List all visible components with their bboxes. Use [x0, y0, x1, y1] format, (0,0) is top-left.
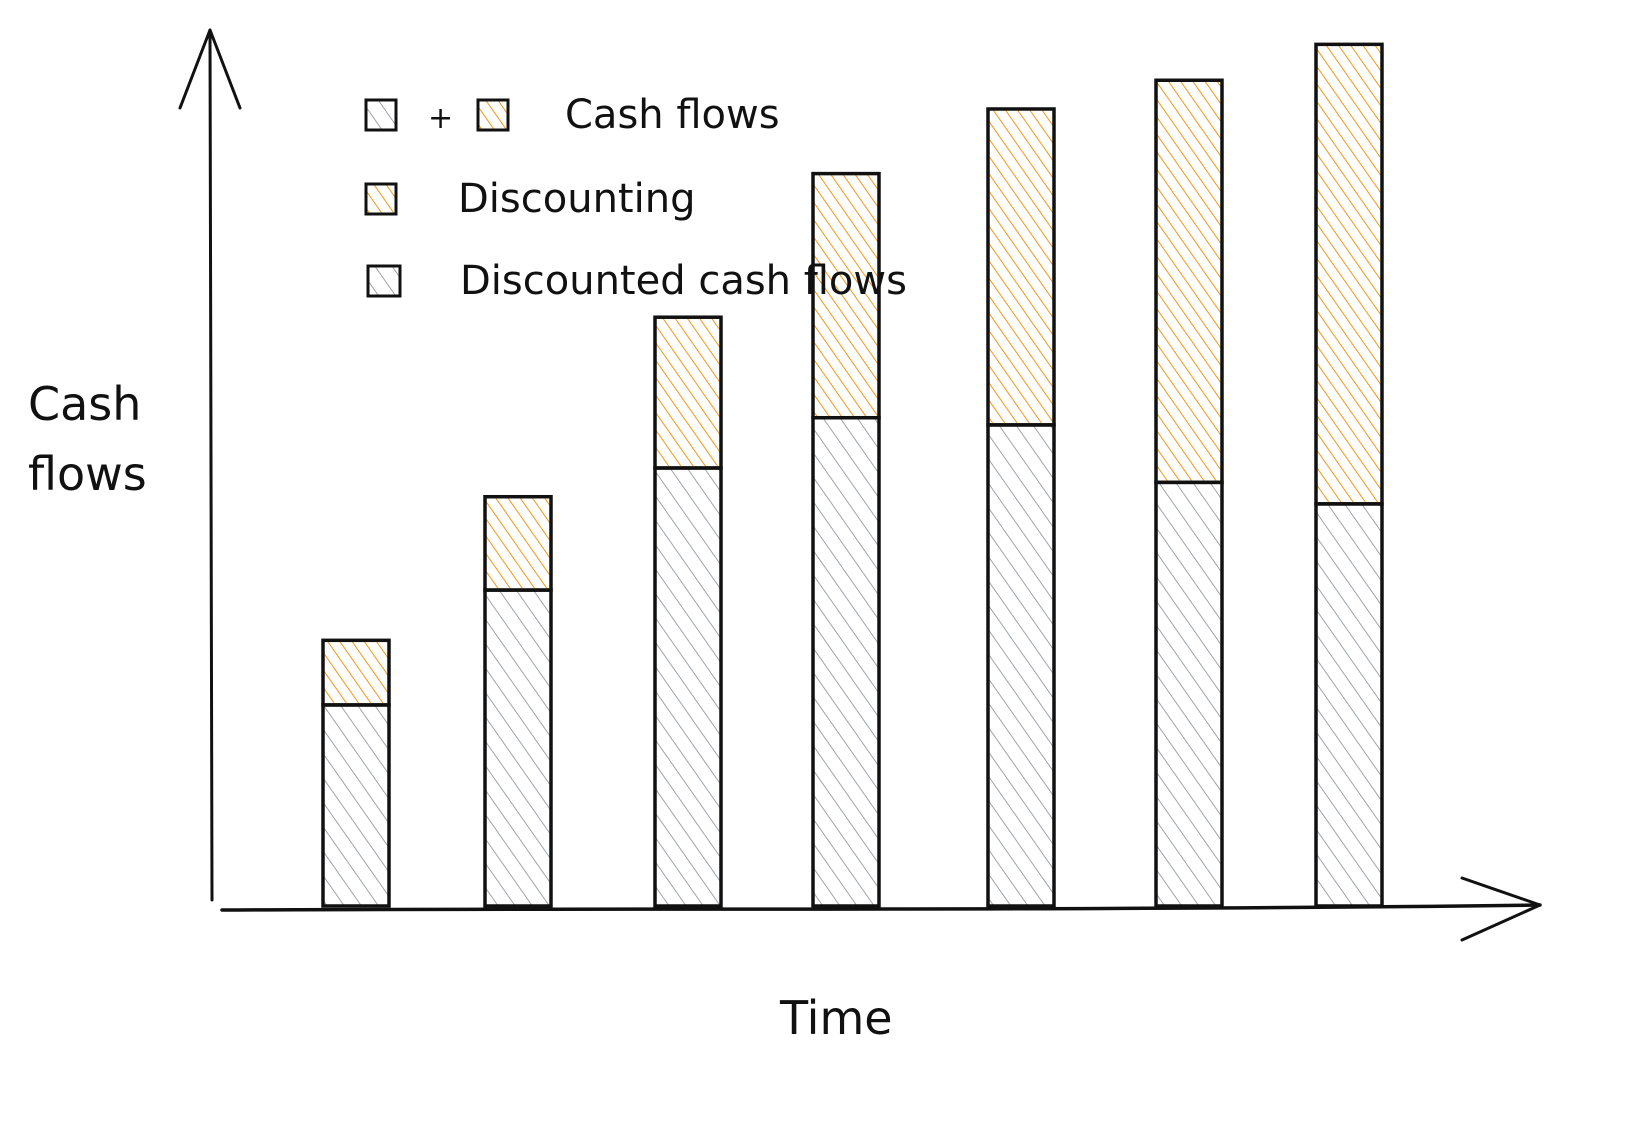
- bar-segment-discounting: [1154, 78, 1224, 485]
- bar-group: [1314, 42, 1384, 908]
- x-axis-label: Time: [779, 991, 893, 1045]
- bar-segment-discounting: [1314, 42, 1384, 506]
- bar-segment-discounting: [321, 638, 391, 707]
- bar-segment-discounting: [653, 315, 723, 470]
- legend-label-cash-flows: Cash flows: [565, 92, 780, 138]
- bar-segment-discounted: [1314, 502, 1384, 908]
- legend-label-discounting: Discounting: [458, 176, 695, 222]
- legend: + Cash flows Discounting Discounted cash…: [364, 92, 907, 304]
- bar-group: [653, 315, 723, 908]
- bar-segment-discounting: [811, 171, 881, 420]
- bar-segment-discounted: [986, 423, 1056, 908]
- legend-swatch-discounting: [476, 98, 510, 132]
- legend-swatch-discounting: [364, 182, 398, 216]
- bar-group: [811, 171, 881, 908]
- y-axis-label-line-1: Cash: [28, 377, 141, 431]
- legend-label-discounted-cash-flows: Discounted cash flows: [460, 258, 907, 304]
- axes: [178, 28, 1542, 942]
- bar-segment-discounting: [483, 494, 553, 592]
- bar-group: [1154, 78, 1224, 908]
- bar-segment-discounted: [1154, 480, 1224, 908]
- bar-group: [483, 494, 553, 908]
- y-axis-label-line-2: flows: [28, 447, 147, 501]
- bar-group: [986, 107, 1056, 908]
- bars-layer: [321, 42, 1384, 908]
- y-axis-arrowhead-icon: [178, 28, 242, 110]
- y-axis-line: [208, 28, 214, 902]
- legend-joiner: +: [428, 101, 453, 136]
- bar-segment-discounted: [653, 466, 723, 908]
- legend-swatch-discounted: [366, 264, 402, 298]
- x-axis-line: [220, 903, 1542, 912]
- legend-swatch-discounted: [364, 98, 398, 132]
- bar-segment-discounting: [986, 107, 1056, 427]
- bar-segment-discounted: [483, 588, 553, 908]
- bar-segment-discounted: [321, 703, 391, 908]
- bar-group: [321, 638, 391, 908]
- bar-segment-discounted: [811, 415, 881, 908]
- x-axis-arrowhead-icon: [1460, 876, 1542, 942]
